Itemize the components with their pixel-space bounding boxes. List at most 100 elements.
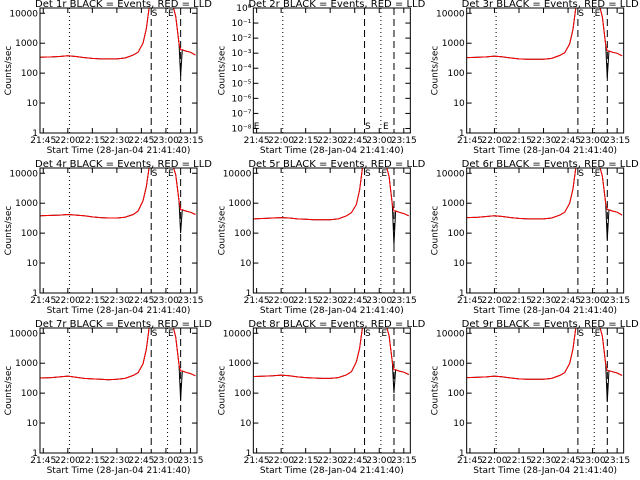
plot-frame <box>39 7 198 134</box>
annotation: S <box>578 9 584 19</box>
x-tick-label: 21:45 <box>244 296 270 306</box>
series-line <box>466 328 623 380</box>
y-tick-label: 1000 <box>442 39 465 49</box>
y-tick-label: 100 <box>21 229 38 239</box>
y-tick-label: 1 <box>459 289 465 299</box>
chart-title: Det 3r BLACK = Events, RED = LLD <box>462 0 639 10</box>
series-line <box>466 8 623 60</box>
x-tick-label: 21:45 <box>457 136 483 146</box>
y-tick-label: 10⁻⁸ <box>232 124 252 134</box>
x-tick-label: 22:15 <box>293 136 319 146</box>
y-tick-label: 10000 <box>223 329 252 339</box>
y-tick-label: 10000 <box>9 329 38 339</box>
panel: Det 2r BLACK = Events, RED = LLD Start Ti… <box>217 0 425 156</box>
x-tick-label: 23:15 <box>391 296 417 306</box>
x-tick-label: 23:15 <box>177 456 203 466</box>
x-axis-label: Start Time (28-Jan-04 21:41:40) <box>47 466 191 476</box>
plot-frame <box>466 167 625 294</box>
y-axis-label: Counts/sec <box>431 366 441 416</box>
y-tick-label: 100 <box>234 229 251 239</box>
x-tick-label: 22:30 <box>104 456 130 466</box>
y-tick-label: 10000 <box>436 9 465 19</box>
chart-title: Det 7r BLACK = Events, RED = LLD <box>35 319 212 330</box>
chart-title: Det 2r BLACK = Events, RED = LLD <box>248 0 425 10</box>
x-tick-label: 22:15 <box>79 296 105 306</box>
panel: Det 5r BLACK = Events, RED = LLD Start Ti… <box>217 159 425 316</box>
y-tick-label: 10⁻⁵ <box>232 79 252 89</box>
y-axis-label: Counts/sec <box>217 366 227 416</box>
x-tick-label: 21:45 <box>30 296 56 306</box>
y-tick-label: 1000 <box>442 359 465 369</box>
series-line <box>40 8 196 60</box>
series-line <box>253 328 409 379</box>
x-tick-label: 23:00 <box>153 456 179 466</box>
y-tick-label: 1000 <box>228 359 251 369</box>
chart-title: Det 6r BLACK = Events, RED = LLD <box>462 159 639 170</box>
annotation: S <box>152 9 158 19</box>
y-tick-label: 10 <box>240 419 252 429</box>
panel: Det 6r BLACK = Events, RED = LLD Start Ti… <box>431 159 639 316</box>
x-tick-label: 22:45 <box>555 136 581 146</box>
x-tick-label: 23:00 <box>153 136 179 146</box>
x-tick-label: 22:00 <box>268 456 294 466</box>
y-tick-label: 10⁻⁶ <box>232 94 252 104</box>
panel: Det 9r BLACK = Events, RED = LLD Start Ti… <box>431 319 639 476</box>
x-tick-label: 22:00 <box>268 136 294 146</box>
series-line <box>40 168 196 219</box>
y-tick-label: 100 <box>447 389 464 399</box>
annotation: S <box>365 122 371 132</box>
panel: Det 1r BLACK = Events, RED = LLD Start Ti… <box>4 0 212 156</box>
y-axis-label: Counts/sec <box>4 206 14 256</box>
x-axis-label: Start Time (28-Jan-04 21:41:40) <box>260 466 404 476</box>
annotation: S <box>365 329 371 339</box>
x-tick-label: 21:45 <box>244 456 270 466</box>
annotation: S <box>578 169 584 179</box>
annotation: E <box>383 122 389 132</box>
y-tick-label: 1 <box>246 449 252 459</box>
chart-title: Det 9r BLACK = Events, RED = LLD <box>462 319 639 330</box>
y-tick-label: 1 <box>32 449 38 459</box>
x-tick-label: 22:15 <box>506 456 532 466</box>
y-axis-label: Counts/sec <box>4 46 14 96</box>
x-tick-label: 22:45 <box>555 456 581 466</box>
panel: Det 4r BLACK = Events, RED = LLD Start Ti… <box>4 159 212 316</box>
x-tick-label: 23:15 <box>604 456 630 466</box>
x-tick-label: 22:00 <box>482 456 508 466</box>
y-tick-label: 10⁻⁴ <box>232 64 252 74</box>
y-tick-label: 10 <box>453 99 465 109</box>
x-tick-label: 22:30 <box>531 136 557 146</box>
y-tick-label: 10 <box>240 259 252 269</box>
annotation: E <box>595 329 601 339</box>
annotation: E <box>254 122 260 132</box>
x-tick-label: 22:15 <box>293 456 319 466</box>
chart-title: Det 1r BLACK = Events, RED = LLD <box>35 0 212 10</box>
y-tick-label: 10 <box>453 259 465 269</box>
x-axis-label: Start Time (28-Jan-04 21:41:40) <box>473 466 617 476</box>
annotation: S <box>152 169 158 179</box>
x-tick-label: 21:45 <box>457 296 483 306</box>
y-tick-label: 100 <box>234 389 251 399</box>
panel: Det 7r BLACK = Events, RED = LLD Start Ti… <box>4 319 212 476</box>
y-tick-label: 10000 <box>9 9 38 19</box>
x-tick-label: 22:15 <box>293 296 319 306</box>
series-line <box>40 328 196 381</box>
y-tick-label: 10 <box>453 419 465 429</box>
x-axis-label: Start Time (28-Jan-04 21:41:40) <box>47 146 191 156</box>
plot-frame <box>466 327 625 454</box>
series-line <box>466 168 623 220</box>
x-tick-label: 23:15 <box>604 296 630 306</box>
y-tick-label: 1000 <box>15 199 38 209</box>
y-tick-label: 1000 <box>228 199 251 209</box>
x-axis-label: Start Time (28-Jan-04 21:41:40) <box>47 306 191 316</box>
y-tick-label: 10000 <box>436 169 465 179</box>
x-tick-label: 22:30 <box>531 456 557 466</box>
x-tick-label: 23:00 <box>580 296 606 306</box>
x-axis-label: Start Time (28-Jan-04 21:41:40) <box>473 306 617 316</box>
x-tick-label: 22:00 <box>55 296 81 306</box>
y-tick-label: 1 <box>32 289 38 299</box>
x-tick-label: 21:45 <box>457 456 483 466</box>
y-tick-label: 1 <box>32 129 38 139</box>
plot-frame <box>252 327 411 454</box>
plot-frame <box>252 167 411 294</box>
